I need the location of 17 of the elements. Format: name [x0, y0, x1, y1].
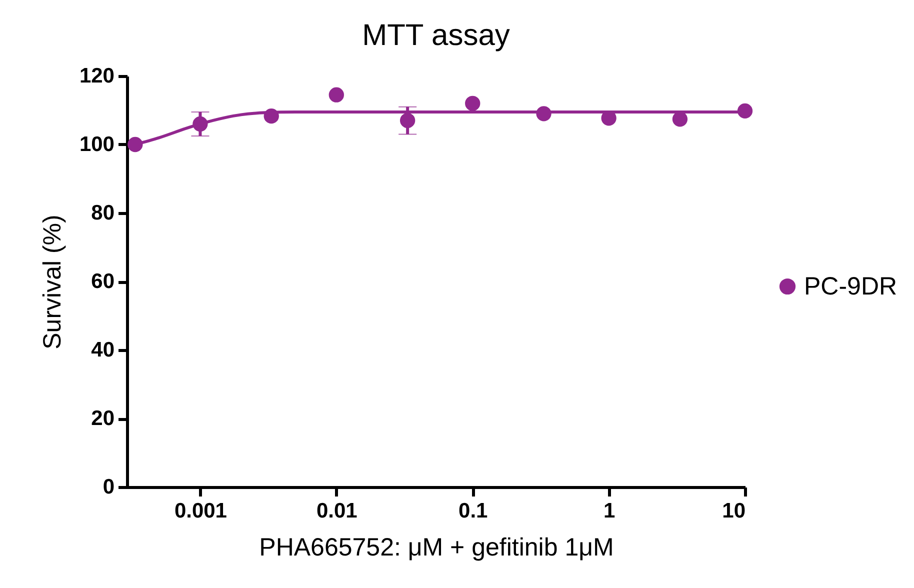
y-tick-label: 40: [91, 338, 114, 362]
y-tick-label: 120: [79, 64, 114, 88]
x-tick-label: 10: [722, 500, 746, 522]
y-tick-label: 60: [91, 270, 114, 293]
point: [465, 96, 480, 111]
y-axis-title: Survival (%): [38, 214, 66, 350]
chart-title: MTT assay: [362, 19, 510, 52]
x-tick-label: 0.01: [316, 500, 358, 522]
y-tick-label: 80: [91, 202, 114, 224]
y-tick-label: 0: [102, 476, 114, 498]
y-tick-label: 100: [79, 133, 114, 156]
x-tick-label: 0.1: [458, 500, 488, 522]
legend-label: PC-9DR: [804, 272, 898, 300]
x-tick-label: 0.001: [174, 500, 228, 522]
y-tick-label: 20: [91, 407, 114, 430]
x-tick-label: 1: [603, 500, 616, 522]
x-axis-title: PHA665752: μM + gefitinib 1μM: [259, 534, 614, 562]
